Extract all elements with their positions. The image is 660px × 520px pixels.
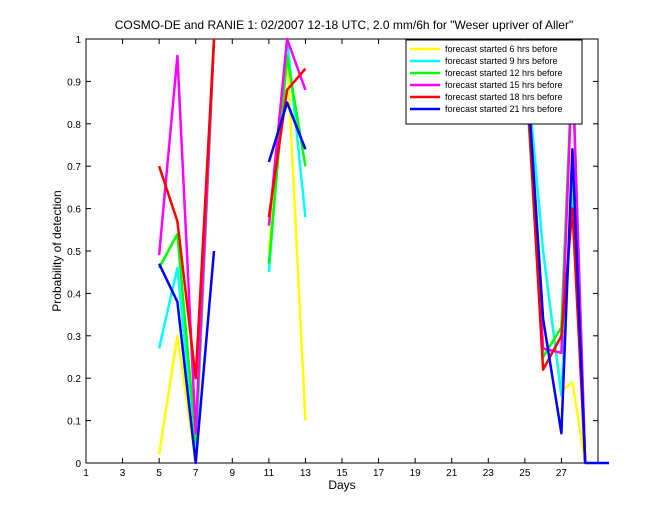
series-lines (157, 37, 609, 465)
x-tick-label: 3 (120, 468, 126, 479)
y-tick-label: 0.8 (67, 120, 81, 131)
series-line (523, 47, 587, 464)
x-tick-label: 15 (336, 468, 348, 479)
x-tick-label: 11 (264, 468, 275, 479)
y-tick-label: 0.5 (67, 247, 81, 258)
y-tick-label: 0.7 (67, 162, 81, 173)
legend-label: forecast started 6 hrs before (445, 44, 558, 54)
legend-label: forecast started 12 hrs before (445, 68, 563, 78)
series-line (157, 38, 216, 380)
series-line (267, 101, 307, 163)
x-tick-label: 13 (300, 468, 312, 479)
series-line (267, 67, 307, 218)
y-tick-label: 0.9 (67, 77, 81, 88)
y-tick-label: 0.1 (67, 417, 81, 428)
series-line (157, 250, 216, 465)
y-tick-label: 0.6 (67, 205, 81, 216)
x-tick-label: 27 (556, 468, 568, 479)
legend-label: forecast started 15 hrs before (445, 80, 563, 90)
x-tick-label: 17 (373, 468, 385, 479)
series-line (267, 54, 307, 264)
x-tick-label: 1 (83, 468, 89, 479)
y-tick-label: 0 (75, 459, 81, 470)
x-tick-label: 19 (410, 468, 422, 479)
x-axis-ticks: 1 3 5 7 9 11 13 15 17 19 21 23 25 27 (83, 39, 567, 479)
x-tick-label: 9 (230, 468, 236, 479)
x-tick-label: 25 (519, 468, 531, 479)
legend-label: forecast started 21 hrs before (445, 104, 563, 114)
series-line (523, 38, 609, 465)
x-tick-label: 5 (156, 468, 162, 479)
y-axis-label: Probability of detection (50, 190, 64, 311)
x-tick-label: 21 (446, 468, 458, 479)
legend-label: forecast started 9 hrs before (445, 56, 558, 66)
legend: forecast started 6 hrs before forecast st… (405, 39, 583, 125)
y-tick-label: 0.3 (67, 332, 81, 343)
chart-title: COSMO-DE and RANIE 1: 02/2007 12-18 UTC,… (115, 18, 573, 32)
y-tick-label: 0.2 (67, 374, 81, 385)
x-axis-label: Days (328, 478, 355, 492)
series-line (267, 37, 307, 226)
y-tick-label: 0.4 (67, 289, 81, 300)
legend-label: forecast started 18 hrs before (445, 92, 563, 102)
x-tick-label: 23 (483, 468, 495, 479)
x-tick-label: 7 (193, 468, 199, 479)
series-line (157, 38, 216, 435)
y-tick-label: 1 (75, 35, 81, 46)
